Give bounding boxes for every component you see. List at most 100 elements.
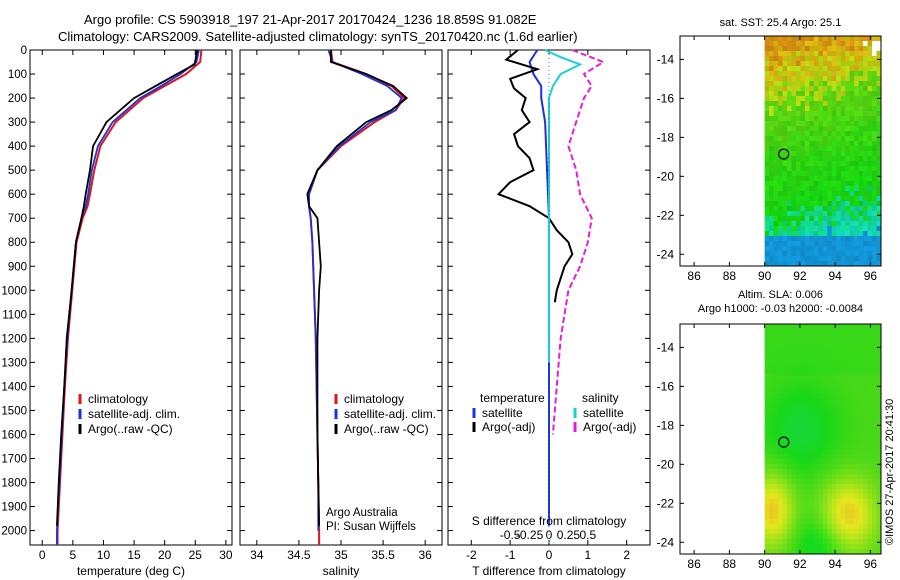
- map-cell: [809, 71, 815, 77]
- map-cell: [876, 334, 882, 340]
- map-cell: [795, 399, 801, 405]
- map-cell: [813, 364, 819, 370]
- map-cell: [791, 504, 797, 510]
- map-x-tick-label: 86: [687, 269, 701, 283]
- map-cell: [764, 131, 770, 137]
- map-cell: [764, 399, 770, 405]
- map-cell: [840, 96, 846, 102]
- map-cell: [782, 519, 788, 525]
- map-cell: [840, 489, 846, 495]
- map-cell: [791, 444, 797, 450]
- map-cell: [795, 81, 801, 87]
- map-cell: [849, 379, 855, 385]
- map-cell: [867, 96, 873, 102]
- map-cell: [804, 76, 810, 82]
- map-cell: [782, 101, 788, 107]
- map-cell: [840, 106, 846, 112]
- map-cell: [818, 246, 824, 252]
- map-cell: [764, 424, 770, 430]
- map-cell: [867, 334, 873, 340]
- map-cell: [813, 419, 819, 425]
- map-cell: [872, 459, 878, 465]
- map-cell: [818, 76, 824, 82]
- map-cell: [876, 206, 882, 212]
- map-cell: [822, 51, 828, 57]
- map-cell: [791, 91, 797, 97]
- map-cell: [867, 384, 873, 390]
- map-cell: [787, 186, 792, 192]
- map-cell: [822, 236, 828, 242]
- map-cell: [836, 101, 842, 107]
- map-cell: [778, 166, 784, 172]
- series-line-temperature-satellite: [528, 49, 550, 526]
- map-cell: [804, 424, 810, 430]
- map-cell: [831, 151, 837, 157]
- map-cell: [800, 424, 806, 430]
- map-cell: [827, 221, 833, 227]
- map-cell: [809, 256, 815, 262]
- map-cell: [809, 161, 815, 167]
- map-cell: [849, 399, 855, 405]
- map-cell: [822, 484, 828, 490]
- map-cell: [764, 186, 770, 192]
- map-cell: [795, 246, 801, 252]
- map-cell: [822, 56, 828, 62]
- map-cell: [804, 246, 810, 252]
- map-cell: [831, 424, 837, 430]
- map-cell: [836, 424, 842, 430]
- map-cell: [831, 509, 837, 515]
- map-title: Altim. SLA: 0.006: [738, 289, 823, 301]
- map-cell: [845, 484, 851, 490]
- map-cell: [813, 206, 819, 212]
- map-cell: [827, 151, 833, 157]
- map-cell: [854, 454, 860, 460]
- map-cell: [831, 196, 837, 202]
- map-cell: [773, 171, 779, 177]
- map-cell: [827, 241, 833, 247]
- map-cell: [831, 101, 837, 107]
- map-cell: [858, 409, 864, 415]
- map-cell: [773, 76, 779, 82]
- map-cell: [822, 66, 828, 72]
- map-cell: [876, 434, 882, 440]
- map-cell: [787, 41, 792, 47]
- map-cell: [804, 216, 810, 222]
- map-cell: [863, 519, 869, 525]
- map-cell: [791, 414, 797, 420]
- map-cell: [849, 509, 855, 515]
- map-cell: [858, 66, 864, 72]
- map-cell: [836, 191, 842, 197]
- map-cell: [822, 61, 828, 67]
- map-cell: [863, 101, 869, 107]
- map-cell: [840, 51, 846, 57]
- map-cell: [840, 231, 846, 237]
- map-cell: [827, 51, 833, 57]
- x-axis-label: temperature (deg C): [77, 564, 185, 578]
- map-cell: [849, 409, 855, 415]
- map-cell: [836, 71, 842, 77]
- map-cell: [854, 241, 860, 247]
- map-cell: [863, 329, 869, 335]
- map-cell: [876, 201, 882, 207]
- map-cell: [791, 111, 797, 117]
- legend-label: satellite-adj. clim.: [344, 407, 436, 421]
- map-cell: [787, 454, 792, 460]
- map-cell: [818, 369, 824, 375]
- map-cell: [858, 191, 864, 197]
- map-cell: [782, 424, 788, 430]
- map-cell: [854, 374, 860, 380]
- map-cell: [858, 439, 864, 445]
- map-cell: [795, 86, 801, 92]
- map-cell: [836, 106, 842, 112]
- map-cell: [813, 449, 819, 455]
- map-cell: [822, 489, 828, 495]
- map-cell: [867, 206, 873, 212]
- plot-title-line2: Climatology: CARS2009. Satellite-adjuste…: [58, 29, 578, 44]
- map-cell: [800, 359, 806, 365]
- map-cell: [836, 141, 842, 147]
- map-cell: [822, 261, 828, 267]
- map-cell: [764, 469, 770, 475]
- map-cell: [773, 91, 779, 97]
- map-cell: [778, 389, 784, 395]
- map-cell: [818, 241, 824, 247]
